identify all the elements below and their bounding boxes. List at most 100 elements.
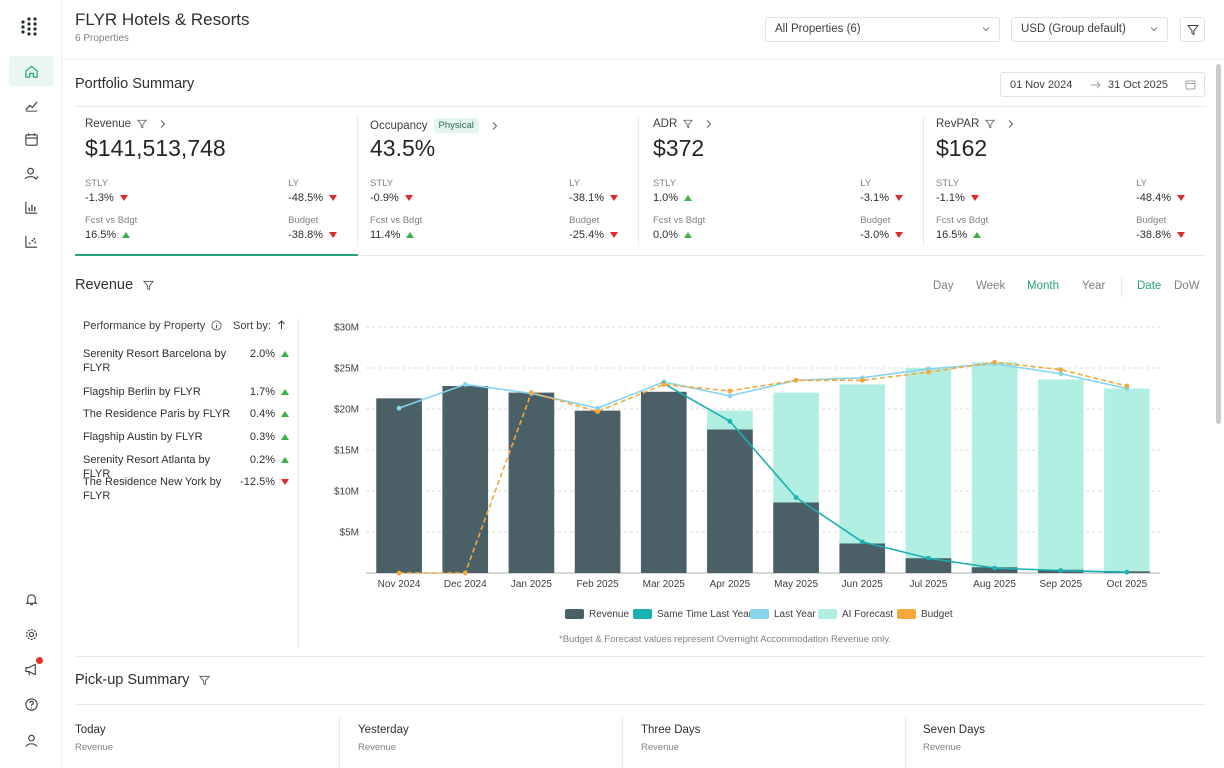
- property-row[interactable]: Flagship Austin by FLYR 0.3%: [83, 430, 293, 444]
- property-name: Serenity Resort Atlanta by FLYR: [83, 454, 211, 480]
- kpi-stat-ly: LY -48.4%: [1136, 178, 1185, 204]
- kpi-card-revpar[interactable]: RevPAR $162 STLY -1.1% LY -48.4% Fcst vs…: [936, 108, 1185, 256]
- property-row[interactable]: The Residence New York by FLYR -12.5%: [83, 475, 293, 503]
- stat-value: -48.4%: [1136, 192, 1171, 204]
- nav-reports[interactable]: [9, 192, 53, 222]
- tab-month[interactable]: Month: [1027, 280, 1059, 292]
- filter-icon: [1186, 24, 1199, 35]
- stat-value: -38.8%: [1136, 229, 1171, 241]
- portfolio-summary-title: Portfolio Summary: [75, 76, 195, 92]
- page-scrollbar[interactable]: [1216, 64, 1221, 424]
- budget-line: [399, 361, 1128, 574]
- kpi-card-occupancy[interactable]: Occupancy Physical 43.5% STLY -0.9% LY -…: [370, 108, 618, 256]
- property-row[interactable]: Serenity Resort Barcelona by FLYR 2.0%: [83, 347, 293, 375]
- tab-day[interactable]: Day: [933, 280, 954, 292]
- stat-label: Budget: [860, 215, 891, 226]
- chevron-right-icon[interactable]: [1007, 119, 1015, 129]
- legend-swatch: [565, 609, 584, 619]
- stat-label: Fcst vs Bdgt: [653, 215, 706, 226]
- pickup-seven-days: Seven Days Revenue: [923, 724, 985, 753]
- home-icon: [24, 65, 38, 78]
- budget-point: [529, 390, 534, 395]
- info-icon[interactable]: [211, 320, 222, 331]
- nav-home[interactable]: [9, 56, 53, 86]
- calendar-icon[interactable]: [1185, 79, 1196, 90]
- stat-value: -3.0%: [860, 229, 889, 241]
- property-select-value: All Properties (6): [775, 23, 861, 35]
- filter-icon[interactable]: [199, 675, 211, 686]
- chevron-right-icon[interactable]: [705, 119, 713, 129]
- nav-trends[interactable]: [9, 90, 53, 120]
- property-row[interactable]: Serenity Resort Atlanta by FLYR 0.2%: [83, 453, 293, 481]
- revenue-bar: [707, 429, 753, 573]
- property-row[interactable]: Flagship Berlin by FLYR 1.7%: [83, 385, 293, 399]
- stat-value: 16.5%: [85, 229, 117, 241]
- triangle-up-icon: [281, 411, 289, 417]
- kpi-card-adr[interactable]: ADR $372 STLY 1.0% LY -3.1% Fcst vs Bdgt…: [653, 108, 903, 256]
- global-filter-button[interactable]: [1180, 17, 1205, 42]
- filter-icon[interactable]: [143, 280, 155, 291]
- property-select[interactable]: All Properties (6): [765, 17, 1000, 42]
- flyr-logo-icon[interactable]: [20, 16, 42, 36]
- nav-help[interactable]: [9, 689, 53, 719]
- stly-point: [793, 495, 799, 500]
- chevron-right-icon[interactable]: [491, 121, 499, 131]
- property-name: Flagship Austin by FLYR: [83, 431, 203, 443]
- arrow-up-icon: [278, 320, 285, 329]
- pickup-sub: Revenue: [641, 742, 680, 753]
- nav-calendar[interactable]: [9, 124, 53, 154]
- divider: [905, 716, 906, 768]
- budget-point: [793, 377, 799, 383]
- revenue-bar: [839, 543, 886, 573]
- sort-by-control[interactable]: Sort by:: [233, 320, 286, 332]
- nav-analytics[interactable]: [9, 226, 53, 256]
- kpi-stat-budget: Budget -38.8%: [1136, 215, 1185, 241]
- x-tick-label: Mar 2025: [643, 579, 686, 590]
- megaphone-icon: [24, 663, 36, 675]
- triangle-up-icon: [281, 351, 289, 357]
- chevron-down-icon: [1150, 27, 1158, 32]
- tab-dow[interactable]: DoW: [1174, 280, 1200, 292]
- stat-label: LY: [1136, 178, 1148, 189]
- nav-notifications[interactable]: [9, 584, 53, 614]
- nav-announcements[interactable]: [9, 654, 53, 684]
- kpi-tag: Physical: [433, 118, 479, 133]
- triangle-down-icon: [281, 479, 289, 485]
- tab-week[interactable]: Week: [976, 280, 1006, 292]
- tab-year[interactable]: Year: [1082, 280, 1106, 292]
- property-name: The Residence Paris by FLYR: [83, 408, 231, 420]
- triangle-up-icon: [281, 434, 289, 440]
- sidebar: [0, 0, 62, 768]
- budget-point: [661, 382, 667, 387]
- kpi-title-text: Revenue: [85, 118, 132, 130]
- filter-icon[interactable]: [985, 119, 996, 129]
- property-row[interactable]: The Residence Paris by FLYR 0.4%: [83, 407, 293, 421]
- kpi-stat-stly: STLY -0.9%: [370, 178, 413, 204]
- nav-users[interactable]: [9, 158, 53, 188]
- nav-profile[interactable]: [9, 725, 53, 755]
- divider: [339, 716, 340, 768]
- tab-date[interactable]: Date: [1137, 280, 1162, 292]
- chevron-right-icon[interactable]: [159, 119, 167, 129]
- triangle-down-icon: [610, 232, 618, 238]
- budget-point: [992, 359, 997, 365]
- kpi-card-revenue[interactable]: Revenue $141,513,748 STLY -1.3% LY -48.5…: [85, 108, 337, 256]
- notification-dot: [36, 657, 43, 664]
- kpi-stat-stly: STLY 1.0%: [653, 178, 693, 204]
- filter-icon[interactable]: [137, 119, 148, 129]
- performance-title-text: Performance by Property: [83, 320, 206, 332]
- kpi-stat-budget: Budget -38.8%: [288, 215, 337, 241]
- stat-label: STLY: [370, 178, 394, 189]
- active-kpi-indicator: [75, 254, 358, 256]
- last-year-line: [398, 363, 1128, 410]
- date-range-picker[interactable]: 01 Nov 2024 31 Oct 2025: [1000, 72, 1205, 97]
- divider: [75, 106, 1206, 107]
- kpi-title-text: Occupancy: [370, 119, 428, 132]
- nav-settings[interactable]: [9, 619, 53, 649]
- pickup-title: Pick-up Summary: [75, 672, 190, 688]
- currency-select[interactable]: USD (Group default): [1011, 17, 1168, 42]
- filter-icon[interactable]: [683, 119, 694, 129]
- user-icon: [25, 734, 37, 747]
- x-tick-label: May 2025: [774, 579, 818, 590]
- revenue-bar: [574, 410, 621, 573]
